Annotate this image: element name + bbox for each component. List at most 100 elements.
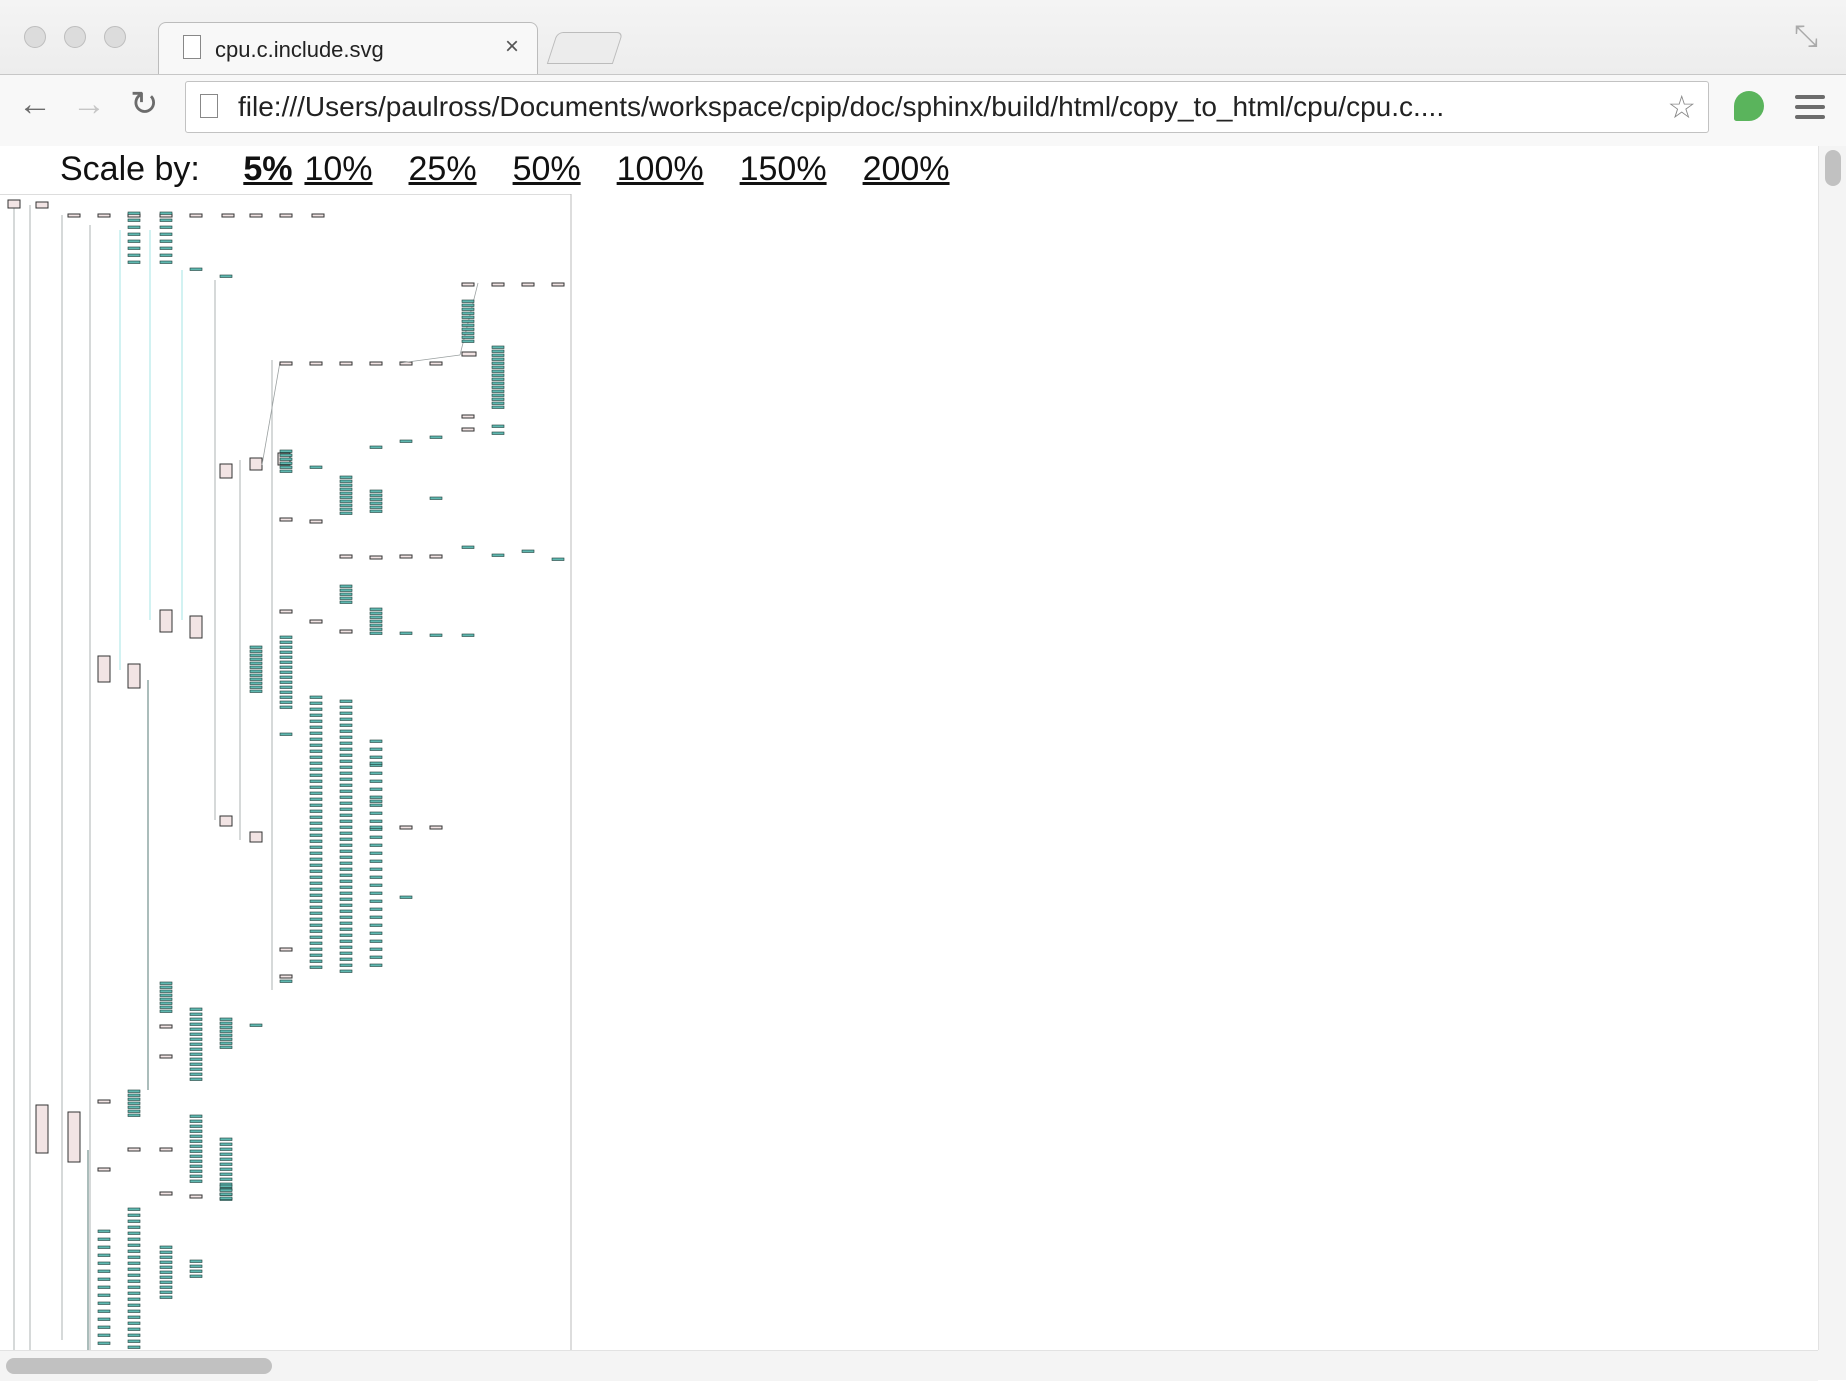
- graph-leaf: [369, 493, 383, 497]
- graph-leaf: [279, 979, 293, 983]
- tab-active[interactable]: cpu.c.include.svg ×: [158, 22, 538, 74]
- graph-leaf: [339, 711, 353, 715]
- scale-bar: Scale by: 5% 10% 25% 50% 100% 150% 200%: [60, 150, 986, 189]
- graph-leaf: [159, 1280, 173, 1284]
- graph-leaf: [309, 821, 323, 825]
- graph-leaf: [159, 1255, 173, 1259]
- graph-leaf: [279, 469, 293, 473]
- graph-leaf: [369, 497, 383, 501]
- url-text[interactable]: file:///Users/paulross/Documents/workspa…: [238, 91, 1445, 122]
- graph-leaf: [219, 1045, 233, 1049]
- graph-leaf: [339, 699, 353, 703]
- address-bar[interactable]: file:///Users/paulross/Documents/workspa…: [185, 81, 1709, 133]
- graph-leaf: [309, 899, 323, 903]
- graph-leaf: [279, 695, 293, 699]
- minimize-window-button[interactable]: [64, 26, 86, 48]
- graph-leaf: [189, 1037, 203, 1041]
- graph-leaf: [369, 611, 383, 615]
- graph-leaf: [219, 1025, 233, 1029]
- graph-leaf: [279, 635, 293, 639]
- graph-node: [97, 1099, 111, 1104]
- graph-node: [219, 463, 233, 479]
- close-window-button[interactable]: [24, 26, 46, 48]
- graph-leaf: [127, 1101, 141, 1105]
- graph-leaf: [309, 887, 323, 891]
- scale-option-150[interactable]: 150%: [739, 150, 827, 188]
- graph-leaf: [279, 675, 293, 679]
- scale-option-50[interactable]: 50%: [512, 150, 581, 188]
- graph-node: [311, 213, 325, 218]
- graph-leaf: [491, 397, 505, 401]
- graph-leaf: [309, 917, 323, 921]
- graph-leaf: [279, 670, 293, 674]
- graph-leaf: [369, 619, 383, 623]
- graph-leaf: [97, 1245, 111, 1249]
- graph-leaf: [159, 1245, 173, 1249]
- graph-leaf: [249, 661, 263, 665]
- vertical-scroll-thumb[interactable]: [1825, 150, 1841, 186]
- fullscreen-icon[interactable]: ⤡: [1794, 20, 1818, 53]
- graph-leaf: [219, 1147, 233, 1151]
- scale-option-10[interactable]: 10%: [304, 150, 373, 188]
- graph-leaf: [339, 717, 353, 721]
- back-icon[interactable]: ←: [18, 85, 52, 123]
- graph-node: [97, 213, 111, 218]
- document-icon: [183, 35, 201, 59]
- graph-leaf: [339, 879, 353, 883]
- graph-node: [159, 1054, 173, 1059]
- graph-leaf: [339, 723, 353, 727]
- horizontal-scroll-thumb[interactable]: [6, 1358, 272, 1374]
- scale-option-5[interactable]: 5%: [243, 150, 293, 188]
- graph-node: [429, 554, 443, 559]
- graph-leaf: [279, 700, 293, 704]
- graph-leaf: [491, 401, 505, 405]
- bookmark-star-icon[interactable]: ☆: [1667, 89, 1696, 125]
- close-tab-icon[interactable]: ×: [504, 33, 519, 60]
- graph-node: [127, 663, 141, 689]
- graph-leaf: [279, 650, 293, 654]
- graph-leaf: [399, 895, 413, 899]
- graph-leaf: [279, 640, 293, 644]
- graph-leaf: [127, 1279, 141, 1283]
- extension-icon[interactable]: [1734, 91, 1764, 121]
- graph-leaf: [491, 349, 505, 353]
- graph-leaf: [189, 1129, 203, 1133]
- graph-leaf: [279, 705, 293, 709]
- new-tab-button[interactable]: [546, 32, 624, 64]
- forward-icon[interactable]: →: [72, 85, 106, 123]
- scale-option-25[interactable]: 25%: [408, 150, 477, 188]
- graph-leaf: [339, 927, 353, 931]
- graph-leaf: [127, 1219, 141, 1223]
- graph-leaf: [97, 1317, 111, 1321]
- graph-leaf: [369, 799, 383, 803]
- graph-leaf: [339, 801, 353, 805]
- graph-node: [399, 825, 413, 830]
- graph-leaf: [369, 899, 383, 903]
- graph-leaf: [309, 905, 323, 909]
- graph-leaf: [309, 941, 323, 945]
- graph-leaf: [219, 274, 233, 278]
- tab-title: cpu.c.include.svg: [215, 37, 384, 62]
- graph-node: [97, 1167, 111, 1172]
- zoom-window-button[interactable]: [104, 26, 126, 48]
- menu-icon[interactable]: [1795, 95, 1825, 125]
- include-graph[interactable]: [0, 194, 580, 1350]
- graph-leaf: [159, 1265, 173, 1269]
- graph-node: [461, 351, 477, 357]
- graph-leaf: [339, 495, 353, 499]
- graph-leaf: [491, 369, 505, 373]
- graph-leaf: [159, 1275, 173, 1279]
- graph-leaf: [97, 1325, 111, 1329]
- graph-leaf: [127, 1255, 141, 1259]
- horizontal-scrollbar[interactable]: [0, 1350, 1818, 1381]
- graph-leaf: [189, 1169, 203, 1173]
- scale-option-100[interactable]: 100%: [616, 150, 704, 188]
- graph-leaf: [461, 315, 475, 319]
- graph-leaf: [127, 1315, 141, 1319]
- vertical-scrollbar[interactable]: [1818, 146, 1846, 1350]
- scale-option-200[interactable]: 200%: [862, 150, 950, 188]
- reload-icon[interactable]: ↻: [130, 85, 159, 123]
- graph-leaf: [219, 1196, 233, 1200]
- graph-leaf: [551, 557, 565, 561]
- graph-leaf: [159, 246, 173, 250]
